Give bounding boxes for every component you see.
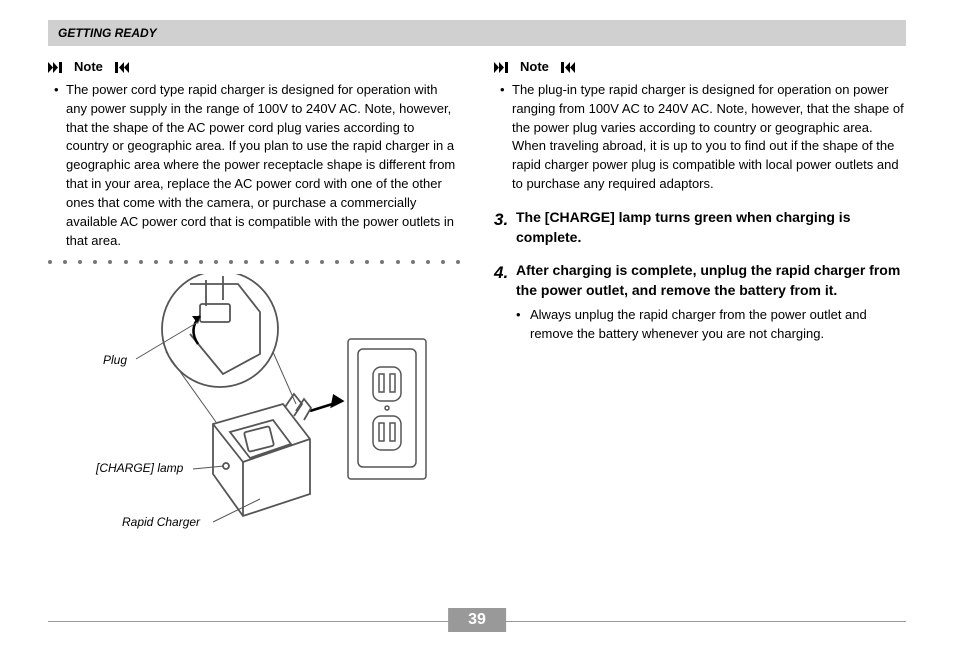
step-4: 4. After charging is complete, unplug th… (494, 261, 906, 300)
note-arrows-right-icon (494, 62, 514, 73)
note-label-left: Note (74, 58, 103, 77)
step-text-3: The [CHARGE] lamp turns green when charg… (516, 208, 906, 247)
step-text-4: After charging is complete, unplug the r… (516, 261, 906, 300)
bullet-marker: • (48, 81, 66, 251)
label-rapid-charger: Rapid Charger (122, 514, 200, 531)
charger-illustration (48, 274, 458, 549)
illustration-area: Plug [CHARGE] lamp Rapid Charger (48, 274, 460, 554)
note-arrows-right-icon (48, 62, 68, 73)
page-footer: 39 (48, 621, 906, 622)
step-4-sub-text: Always unplug the rapid charger from the… (530, 306, 906, 344)
note-arrows-left-icon (555, 62, 575, 73)
two-column-layout: Note • The power cord type rapid charger… (48, 58, 906, 554)
note-bullet-right: • The plug-in type rapid charger is desi… (494, 81, 906, 194)
note-heading-right: Note (494, 58, 906, 77)
page-number: 39 (448, 608, 506, 632)
section-header-bar: GETTING READY (48, 20, 906, 46)
right-column: Note • The plug-in type rapid charger is… (494, 58, 906, 554)
step-3: 3. The [CHARGE] lamp turns green when ch… (494, 208, 906, 247)
bullet-marker: • (516, 306, 530, 344)
label-plug: Plug (103, 352, 127, 369)
step-number-3: 3. (494, 208, 516, 247)
note-text-left: The power cord type rapid charger is des… (66, 81, 460, 251)
left-column: Note • The power cord type rapid charger… (48, 58, 460, 554)
note-label-right: Note (520, 58, 549, 77)
note-bullet-left: • The power cord type rapid charger is d… (48, 81, 460, 251)
footer-rule: 39 (48, 621, 906, 622)
note-text-right: The plug-in type rapid charger is design… (512, 81, 906, 194)
step-number-4: 4. (494, 261, 516, 300)
step-4-sub-bullet: • Always unplug the rapid charger from t… (516, 306, 906, 344)
section-header-text: GETTING READY (58, 26, 157, 40)
label-charge-lamp: [CHARGE] lamp (96, 460, 183, 477)
note-heading-left: Note (48, 58, 460, 77)
bullet-marker: • (494, 81, 512, 194)
note-arrows-left-icon (109, 62, 129, 73)
dotted-divider (48, 260, 460, 264)
